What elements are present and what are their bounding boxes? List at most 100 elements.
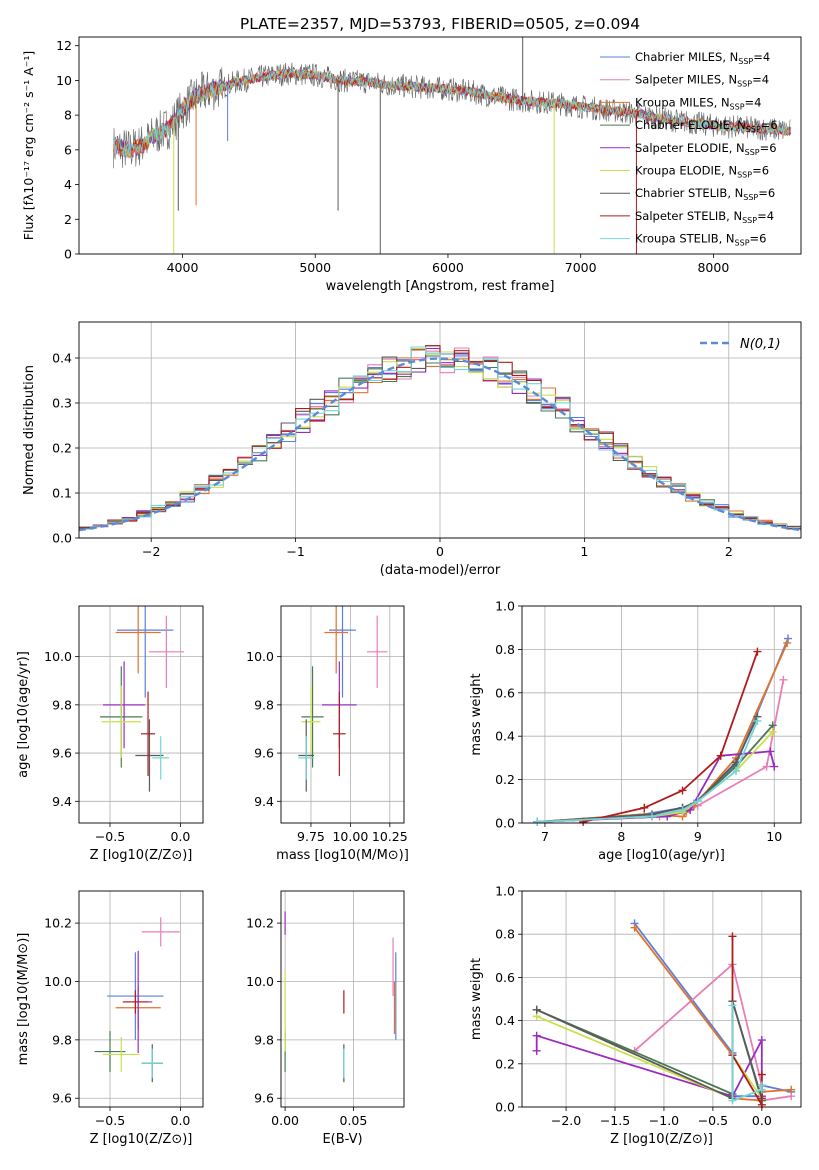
panel-weight-vs-age: 7 8 9 10 0.0 0.2 0.4 0.6 0.8 1.0 age [log10(age/yr… [469,599,802,863]
y-tick-label: 1.0 [495,884,515,899]
y-tick-label: 0.6 [495,970,515,985]
y-tick-label: 0.0 [495,816,515,831]
y-tick-label: 0.4 [495,729,515,744]
x-tick-label: −1 [286,544,304,559]
weight-point-marker [753,647,762,656]
x-axis-label: Z [log10(Z/Z⊙)] [610,1132,713,1147]
x-tick-label: 9.75 [297,829,325,844]
x-axis-label: Z [log10(Z/Z⊙)] [90,1132,193,1147]
weight-series-line [535,1034,763,1098]
y-tick-label: 9.8 [254,697,274,712]
y-axis-label: Normed distribution [22,365,37,495]
weight-point-marker [728,932,737,941]
y-axis-label: age [log10(age/yr)] [16,651,31,778]
y-tick-label: 10.0 [44,974,72,989]
y-axis-label: mass [log10(M/M⊙)] [16,933,31,1066]
weight-point-marker [647,812,656,821]
y-tick-label: 9.8 [254,1032,274,1047]
y-tick-label: 0.0 [52,531,72,546]
weight-point-marker [762,762,771,771]
y-tick-label: 10 [56,73,72,88]
y-tick-label: 0.4 [495,1013,515,1028]
x-tick-label: 5000 [299,260,331,275]
weight-point-marker [784,634,793,643]
y-tick-label: 0.2 [52,441,72,456]
weight-series-line [582,651,759,823]
axes-frame [78,605,204,824]
y-tick-label: 0.2 [495,772,515,787]
axes-frame [78,36,802,255]
weight-point-marker [779,675,788,684]
histogram-series [79,346,801,531]
y-tick-label: 12 [56,38,72,53]
y-tick-label: 9.4 [52,794,72,809]
axes-frame [521,890,802,1108]
weight-point-marker [757,1070,766,1079]
axes-frame [280,890,405,1108]
y-tick-label: 9.8 [52,697,72,712]
x-axis-label: E(B-V) [322,1132,362,1147]
spectrum-series-line [113,62,791,169]
weight-point-marker [532,1046,541,1055]
weight-point-marker [678,786,687,795]
weight-point-marker [693,797,702,806]
weight-point-marker [532,1031,541,1040]
weight-series-line [633,927,792,1102]
normal-curve [78,357,802,532]
y-tick-label: 9.6 [254,746,274,761]
y-tick-label: 9.4 [254,794,274,809]
y-tick-label: 8 [64,108,72,123]
y-tick-label: 9.6 [52,746,72,761]
axes-frame [521,605,802,824]
legend-label: Kroupa ELODIE, NSSP=6 [635,164,769,180]
weight-point-marker [768,727,777,736]
figure-title: PLATE=2357, MJD=53793, FIBERID=0505, z=0… [240,15,640,33]
x-tick-label: 1 [580,544,588,559]
panel-mass-vs-ebv: 0.00 0.05 9.6 9.8 10.0 10.2 E(B-V) [246,890,405,1147]
weight-point-marker [732,766,741,775]
y-tick-label: 9.6 [254,1091,274,1106]
x-tick-label: 8 [617,829,625,844]
y-tick-label: 6 [64,142,72,157]
weight-point-marker [640,803,649,812]
legend-normal-label: N(0,1) [740,337,781,352]
y-tick-label: 0.8 [495,927,515,942]
panel-weight-vs-Z: −2.0 −1.5 −1.0 −0.5 0.0 0.0 0.2 0.4 0.6 0.8 1.0 Z [… [469,884,802,1147]
y-axis-label: Flux [fλ10⁻¹⁷ erg cm⁻² s⁻¹ A⁻¹] [21,51,36,240]
weight-point-marker [678,805,687,814]
weight-point-marker [787,1085,796,1094]
y-tick-label: 0.2 [495,1056,515,1071]
weight-series-line [537,720,759,823]
x-tick-label: 0.0 [171,1113,191,1128]
axes-frame [78,890,204,1108]
legend-label: Salpeter MILES, NSSP=4 [635,73,769,89]
panels: 4000 5000 6000 7000 8000024681012wavelength … [16,36,802,1147]
x-tick-label: 4000 [167,260,199,275]
y-tick-label: 10.0 [246,649,274,664]
y-tick-label: 0.6 [495,685,515,700]
weight-point-marker [532,1005,541,1014]
x-tick-label: 9 [694,829,702,844]
x-tick-label: −0.5 [698,1113,728,1128]
x-tick-label: 0.0 [171,829,191,844]
y-tick-label: 10.2 [246,916,274,931]
y-tick-label: 0.4 [52,351,72,366]
y-tick-label: 0.0 [495,1100,515,1115]
x-tick-label: 0 [436,544,444,559]
x-axis-label: age [log10(age/yr)] [598,848,725,863]
x-tick-label: 0.00 [271,1113,299,1128]
x-tick-label: 6000 [432,260,464,275]
y-tick-label: 10.2 [44,916,72,931]
x-tick-label: 2 [725,544,733,559]
y-tick-label: 0.8 [495,642,515,657]
weight-point-marker [728,1001,737,1010]
x-tick-label: −2 [142,544,160,559]
x-axis-label: wavelength [Angstrom, rest frame] [326,279,555,294]
x-tick-label: −1.5 [600,1113,630,1128]
legend-label: Chabrier ELODIE, NSSP=6 [635,118,778,134]
weight-series-line [633,922,792,1098]
x-tick-label: 0.0 [752,1113,772,1128]
weight-series-line [537,731,774,823]
panel-mass-vs-Z: −0.5 0.0 9.6 9.8 10.0 10.2 Z [log10(Z/Z⊙)] mass… [16,890,204,1147]
legend-label: Salpeter ELODIE, NSSP=6 [635,141,777,157]
